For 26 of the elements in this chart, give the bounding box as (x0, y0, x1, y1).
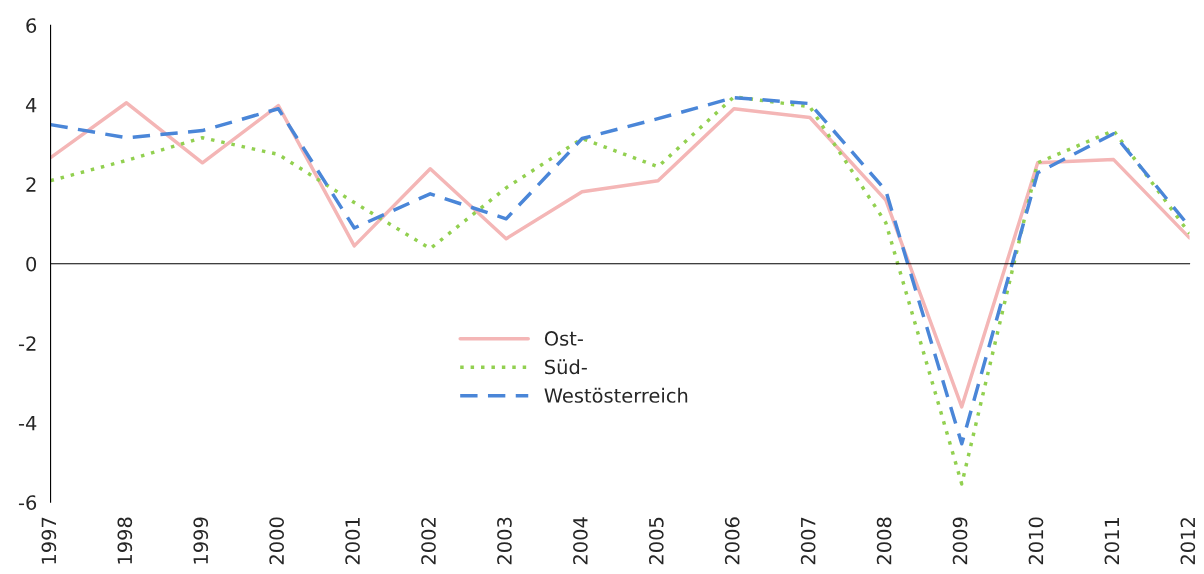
y-tick-label: -2 (18, 336, 36, 351)
legend-label: Ost- (544, 331, 583, 346)
x-tick-label: 2010 (1028, 517, 1044, 565)
x-tick-label: 2009 (952, 517, 968, 565)
legend-label: Westösterreich (544, 387, 688, 403)
x-tick-label: 2012 (1180, 518, 1196, 565)
x-tick-label: 2008 (876, 517, 892, 565)
x-tick-label: 1999 (193, 517, 209, 564)
x-tick-label: 2000 (269, 517, 285, 565)
y-tick-label: -4 (18, 415, 37, 431)
x-tick-label: 2007 (800, 517, 816, 565)
x-tick-label: 2002 (421, 518, 436, 565)
x-tick-label: 2011 (1104, 517, 1120, 565)
x-tick-label: 1997 (41, 517, 57, 564)
x-tick-label: 2006 (724, 517, 740, 565)
x-tick-label: 2003 (497, 517, 512, 565)
y-tick-label: -6 (18, 495, 37, 510)
x-tick-label: 2001 (345, 517, 360, 565)
y-tick-label: 4 (25, 97, 37, 113)
x-tick-label: 1998 (117, 517, 133, 564)
y-tick-label: 0 (26, 256, 37, 272)
y-tick-label: 2 (26, 177, 36, 192)
x-tick-label: 2005 (648, 517, 664, 565)
legend-label: Süd- (545, 359, 587, 375)
y-tick-label: 6 (26, 18, 37, 33)
x-tick-label: 2004 (573, 517, 588, 565)
